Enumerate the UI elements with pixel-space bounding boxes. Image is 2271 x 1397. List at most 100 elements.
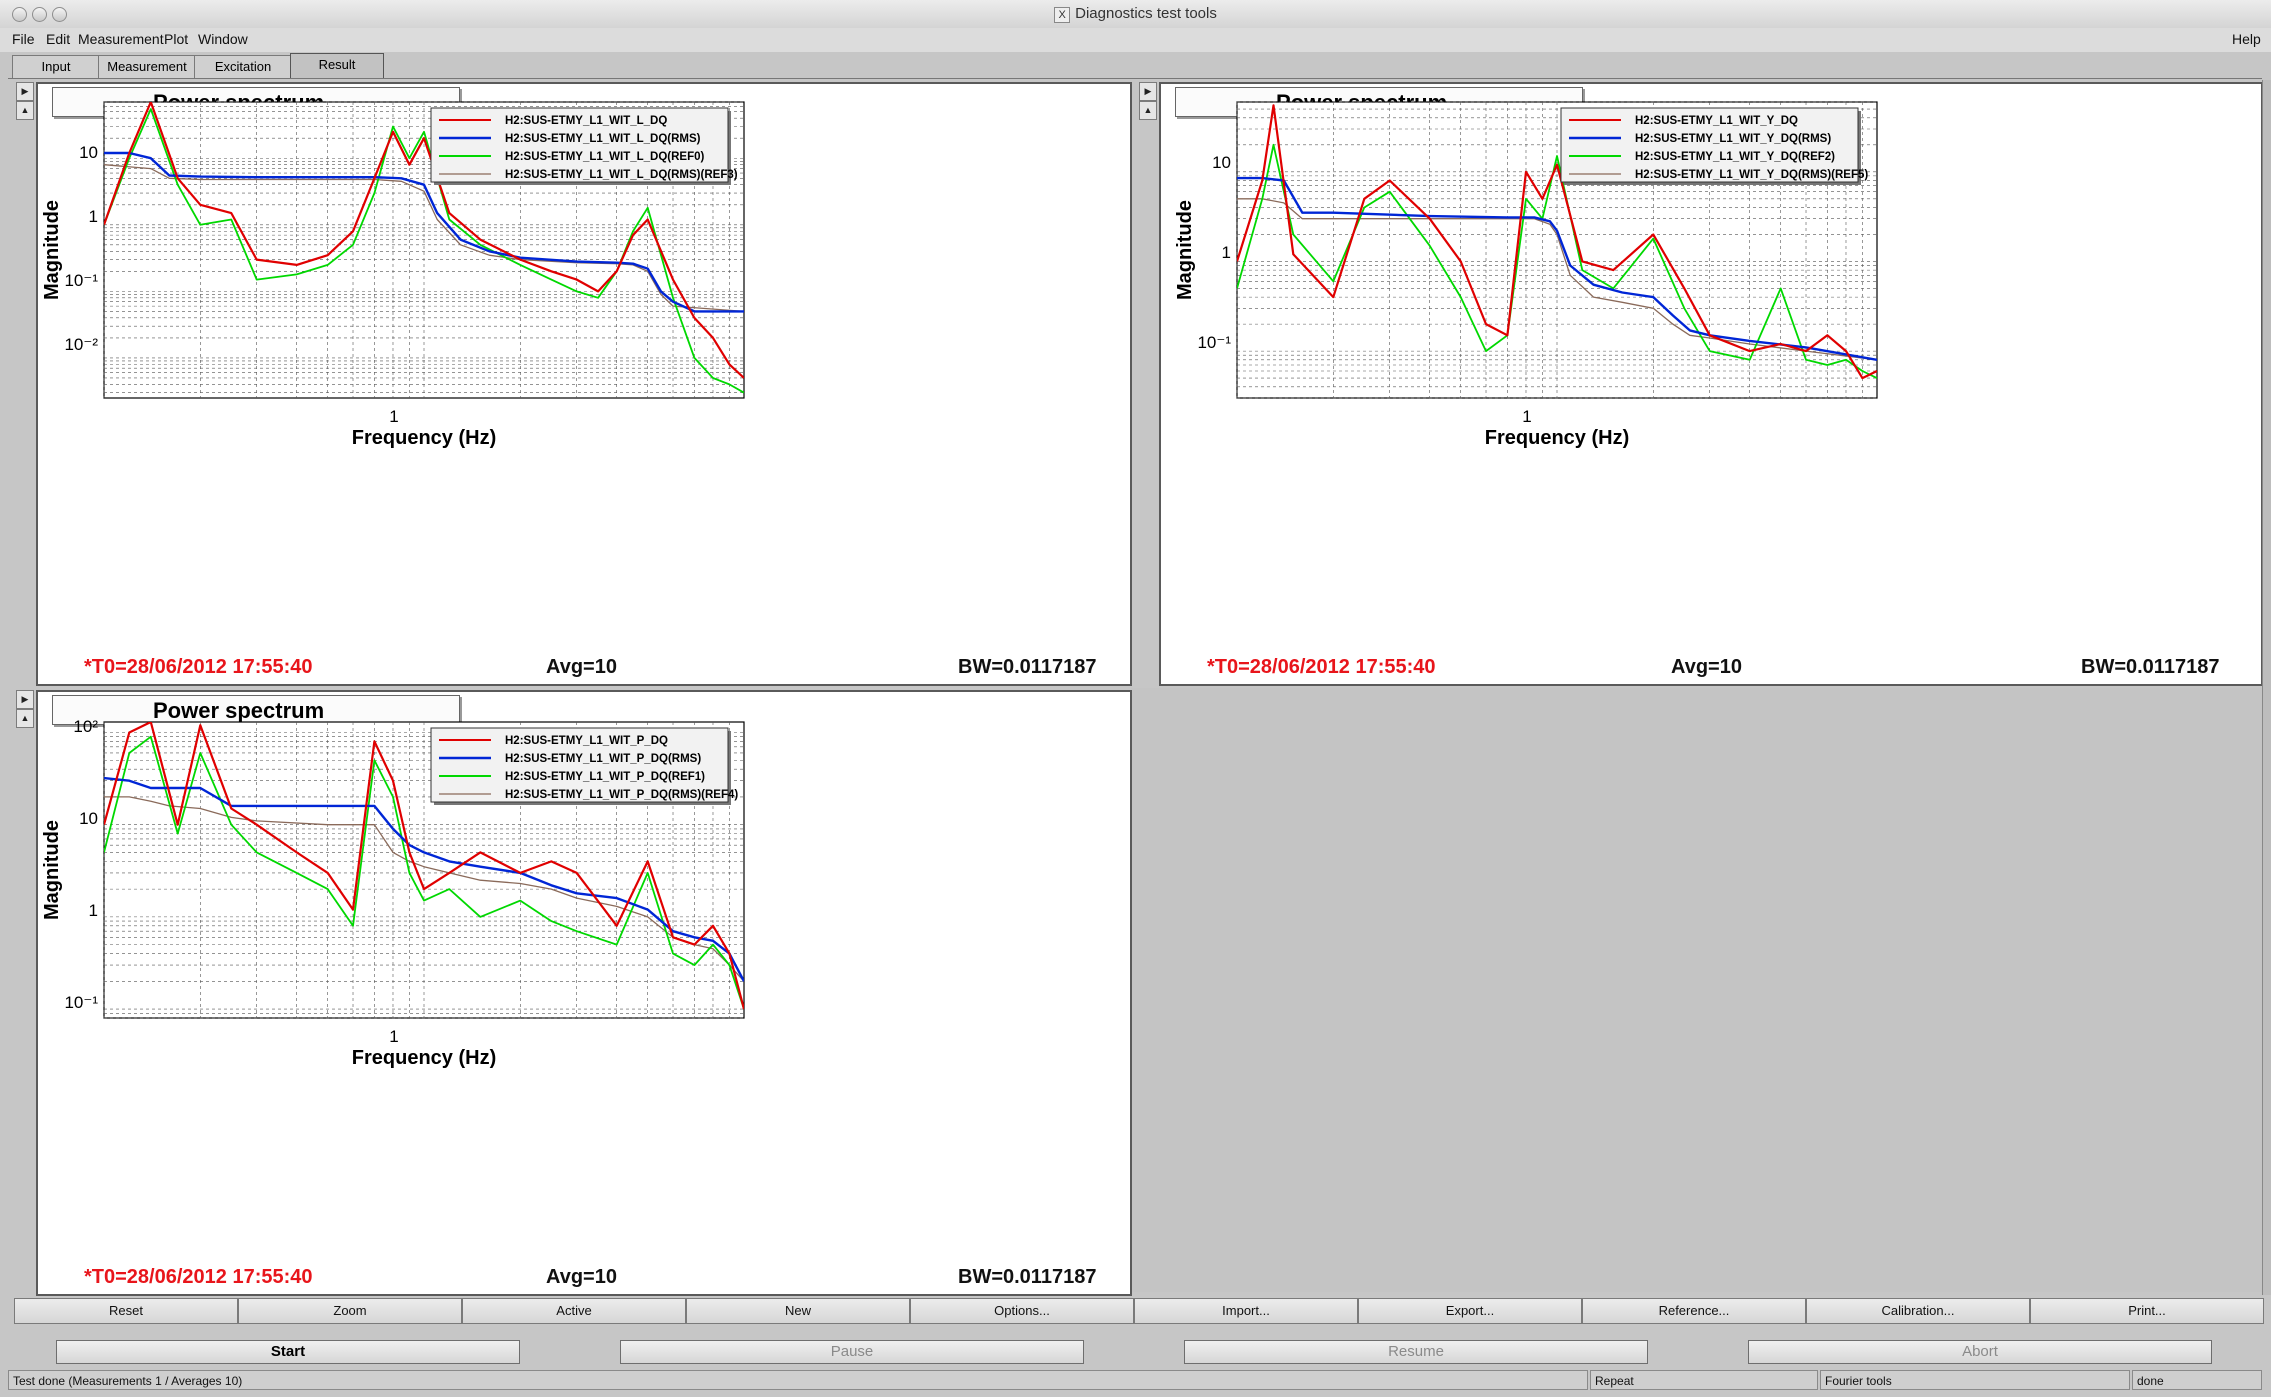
x-tick-label: 1	[389, 1027, 398, 1046]
status-repeat: Repeat	[1590, 1370, 1818, 1390]
new-button[interactable]: New	[686, 1298, 910, 1324]
series-line-h2-sus-etmy-l1-wit-l-dq-rms	[104, 151, 744, 313]
import-button[interactable]: Import...	[1134, 1298, 1358, 1324]
x-axis-label: Frequency (Hz)	[352, 1047, 496, 1069]
pad3-arrow-up-icon[interactable]: ▲	[16, 709, 34, 728]
t0-label: *T0=28/06/2012 17:55:40	[84, 1266, 313, 1288]
menu-window[interactable]: Window	[198, 31, 248, 47]
y-tick-label: 10⁻²	[64, 335, 98, 354]
tab-measurement[interactable]: Measurement	[98, 55, 196, 78]
tab-result[interactable]: Result	[290, 53, 384, 79]
t0-label: *T0=28/06/2012 17:55:40	[84, 656, 313, 678]
legend-entry: H2:SUS-ETMY_L1_WIT_Y_DQ	[1635, 115, 1798, 127]
status-state: done	[2132, 1370, 2262, 1390]
y-tick-label: 10	[1212, 153, 1231, 172]
legend-entry: H2:SUS-ETMY_L1_WIT_L_DQ(REF0)	[505, 151, 705, 163]
legend-entry: H2:SUS-ETMY_L1_WIT_L_DQ	[505, 115, 667, 127]
window-titlebar: X Diagnostics test tools	[0, 0, 2271, 29]
y-tick-label: 10⁻¹	[64, 271, 98, 290]
y-axis-label: Magnitude	[41, 200, 63, 300]
plot-toolbar: Reset Zoom Active New Options... Import.…	[14, 1298, 2264, 1324]
y-tick-label: 10	[79, 809, 98, 828]
status-bar: Test done (Measurements 1 / Averages 10)…	[8, 1370, 2262, 1392]
close-window-icon[interactable]	[12, 7, 27, 22]
legend-entry: H2:SUS-ETMY_L1_WIT_L_DQ(RMS)(REF3)	[505, 169, 738, 181]
zoom-window-icon[interactable]	[52, 7, 67, 22]
pad2-arrow-right-icon[interactable]: ▶	[1139, 82, 1157, 101]
y-tick-label: 10⁻¹	[1197, 333, 1231, 352]
menu-bar: File Edit Measurement Plot Window Help	[0, 28, 2271, 52]
avg-label: Avg=10	[1671, 656, 1742, 678]
start-button[interactable]: Start	[56, 1340, 520, 1364]
x-tick-label: 1	[1522, 407, 1531, 426]
y-axis-label: Magnitude	[1174, 200, 1196, 300]
pad2-arrow-up-icon[interactable]: ▲	[1139, 101, 1157, 120]
y-tick-label: 10⁻¹	[64, 993, 98, 1012]
bw-label: BW=0.0117187	[2081, 656, 2220, 678]
series-line-h2-sus-etmy-l1-wit-y-dq	[1237, 104, 1877, 380]
empty-pad-area	[1131, 688, 2262, 1292]
legend-entry: H2:SUS-ETMY_L1_WIT_L_DQ(RMS)	[505, 133, 701, 145]
calibration-button[interactable]: Calibration...	[1806, 1298, 2030, 1324]
legend-entry: H2:SUS-ETMY_L1_WIT_P_DQ(RMS)	[505, 753, 701, 765]
status-message: Test done (Measurements 1 / Averages 10)	[8, 1370, 1588, 1390]
status-tool: Fourier tools	[1820, 1370, 2130, 1390]
tab-divider	[8, 78, 2262, 79]
menu-measurement[interactable]: Measurement	[78, 31, 164, 47]
window-title-area: X Diagnostics test tools	[0, 5, 2271, 23]
t0-label: *T0=28/06/2012 17:55:40	[1207, 656, 1436, 678]
pause-button[interactable]: Pause	[620, 1340, 1084, 1364]
menu-plot[interactable]: Plot	[164, 31, 189, 47]
reference-button[interactable]: Reference...	[1582, 1298, 1806, 1324]
y-axis-label: Magnitude	[41, 820, 63, 920]
legend-entry: H2:SUS-ETMY_L1_WIT_Y_DQ(RMS)(REF5)	[1635, 169, 1868, 181]
window-title: Diagnostics test tools	[1075, 5, 1217, 22]
reset-button[interactable]: Reset	[14, 1298, 238, 1324]
menu-edit[interactable]: Edit	[46, 31, 71, 47]
plot-pad-p[interactable]: Power spectrum 10² 10 1 10⁻¹ 1 Frequency (Hz)…	[36, 690, 1132, 1296]
tab-input[interactable]: Input	[12, 55, 100, 78]
series-line-h2-sus-etmy-l1-wit-y-dq-rms-ref5	[1237, 198, 1877, 361]
minimize-window-icon[interactable]	[32, 7, 47, 22]
y-tick-label: 1	[1222, 243, 1231, 262]
legend-entry: H2:SUS-ETMY_L1_WIT_P_DQ(RMS)(REF4)	[505, 789, 738, 801]
x-axis-label: Frequency (Hz)	[352, 427, 496, 449]
print-button[interactable]: Print...	[2030, 1298, 2264, 1324]
pad1-arrow-up-icon[interactable]: ▲	[16, 101, 34, 120]
series-line-h2-sus-etmy-l1-wit-y-dq-rms	[1237, 176, 1877, 361]
series-line-h2-sus-etmy-l1-wit-p-dq-rms	[104, 776, 744, 982]
right-scrollbar[interactable]	[2262, 80, 2271, 1295]
x11-icon: X	[1054, 7, 1071, 23]
legend-entry: H2:SUS-ETMY_L1_WIT_P_DQ(REF1)	[505, 771, 705, 783]
abort-button[interactable]: Abort	[1748, 1340, 2212, 1364]
tab-excitation[interactable]: Excitation	[194, 55, 292, 78]
zoom-button[interactable]: Zoom	[238, 1298, 462, 1324]
legend-entry: H2:SUS-ETMY_L1_WIT_P_DQ	[505, 735, 668, 747]
bw-label: BW=0.0117187	[958, 1266, 1097, 1288]
menu-file[interactable]: File	[12, 31, 35, 47]
legend-entry: H2:SUS-ETMY_L1_WIT_Y_DQ(RMS)	[1635, 133, 1831, 145]
series-line-h2-sus-etmy-l1-wit-p-dq	[104, 722, 744, 1010]
series-line-h2-sus-etmy-l1-wit-p-dq-ref1	[104, 735, 744, 1010]
pad-title: Power spectrum	[52, 695, 460, 725]
options-button[interactable]: Options...	[910, 1298, 1134, 1324]
active-button[interactable]: Active	[462, 1298, 686, 1324]
x-axis-label: Frequency (Hz)	[1485, 427, 1629, 449]
legend-entry: H2:SUS-ETMY_L1_WIT_Y_DQ(REF2)	[1635, 151, 1835, 163]
pad3-arrow-right-icon[interactable]: ▶	[16, 690, 34, 709]
avg-label: Avg=10	[546, 656, 617, 678]
pad1-arrow-right-icon[interactable]: ▶	[16, 82, 34, 101]
y-tick-label: 1	[89, 207, 98, 226]
menu-help[interactable]: Help	[2232, 31, 2261, 47]
x-tick-label: 1	[389, 407, 398, 426]
y-tick-label: 10	[79, 143, 98, 162]
avg-label: Avg=10	[546, 1266, 617, 1288]
resume-button[interactable]: Resume	[1184, 1340, 1648, 1364]
bw-label: BW=0.0117187	[958, 656, 1097, 678]
export-button[interactable]: Export...	[1358, 1298, 1582, 1324]
